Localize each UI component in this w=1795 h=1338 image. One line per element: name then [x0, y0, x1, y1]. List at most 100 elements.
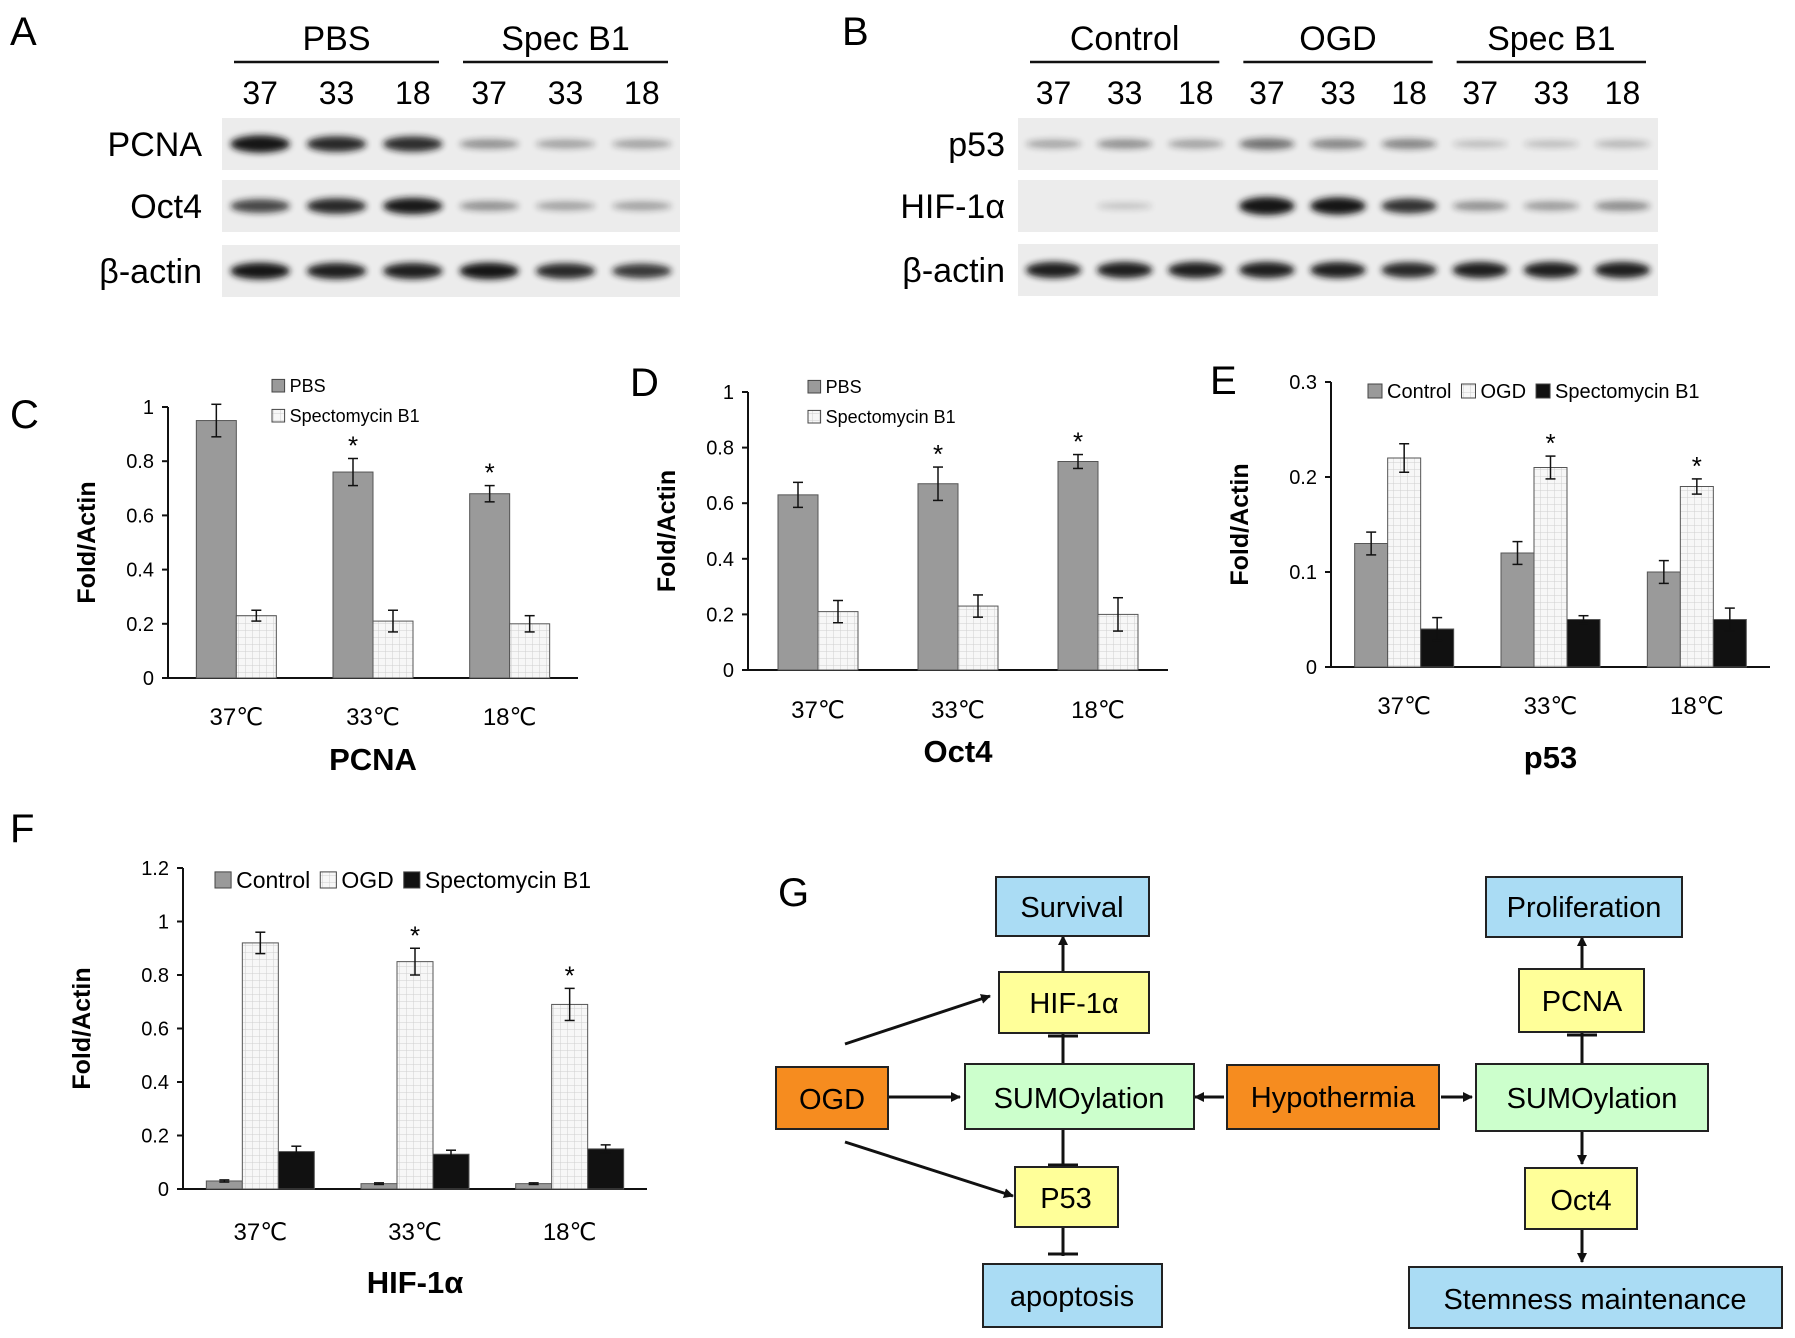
- blot-band: [230, 262, 290, 280]
- node-sumo-left-label: SUMOylation: [994, 1083, 1165, 1115]
- node-pcna-label: PCNA: [1542, 986, 1623, 1018]
- y-tick-label: 0.8: [706, 438, 734, 460]
- blot-lane-label: 37: [1249, 75, 1285, 111]
- y-tick-label: 1: [723, 382, 734, 404]
- y-tick-label: 0.2: [1289, 467, 1317, 489]
- node-hypothermia: Hypothermia: [1226, 1064, 1440, 1130]
- y-tick-label: 1.2: [141, 858, 169, 880]
- node-oct4-box: [1524, 1167, 1638, 1230]
- chart-title: p53: [1524, 740, 1577, 775]
- chart-title: Oct4: [924, 734, 994, 769]
- bar: [241, 942, 279, 1190]
- node-proliferation-label: Proliferation: [1507, 892, 1662, 924]
- blot-row-label: β-actin: [902, 252, 1005, 290]
- y-axis-label: Fold/Actin: [73, 481, 101, 603]
- legend-label: Control: [236, 867, 310, 893]
- blot-lane-label: 33: [1320, 75, 1356, 111]
- blot-band: [1310, 138, 1366, 150]
- blot-band: [1594, 261, 1651, 279]
- blot-band: [612, 201, 672, 211]
- node-oct4-label: Oct4: [1550, 1185, 1611, 1217]
- blot-group-label: OGD: [1299, 20, 1376, 58]
- y-tick-label: 0.1: [1289, 562, 1317, 584]
- panel-g-letter: G: [778, 871, 809, 915]
- node-stemness-label: Stemness maintenance: [1443, 1284, 1746, 1316]
- blot-band: [1310, 261, 1366, 279]
- blot-band: [1594, 201, 1651, 211]
- y-tick-label: 0.6: [141, 1019, 169, 1041]
- blot-band: [1096, 139, 1153, 149]
- bar: [469, 493, 511, 679]
- blot-row-label: Oct4: [130, 188, 202, 226]
- node-survival: Survival: [995, 876, 1150, 937]
- blot-lane-label: 37: [471, 75, 507, 111]
- blot-row-label: p53: [948, 126, 1005, 164]
- legend-swatch: [1460, 383, 1476, 399]
- bar: [277, 1151, 315, 1190]
- panel-c-letter: C: [10, 393, 39, 437]
- legend-swatch: [319, 871, 337, 889]
- bar: [1057, 461, 1099, 671]
- x-category-label: 18℃: [1670, 693, 1724, 720]
- node-apoptosis-box: [982, 1263, 1163, 1328]
- blot-band: [459, 201, 519, 211]
- y-tick-label: 0.2: [126, 614, 154, 636]
- y-tick-label: 0.3: [1289, 372, 1317, 394]
- node-hypothermia-label: Hypothermia: [1251, 1082, 1416, 1114]
- legend-swatch: [271, 408, 286, 423]
- blot-band: [1025, 261, 1082, 279]
- blot-group-label: Spec B1: [1487, 20, 1616, 58]
- y-tick-label: 0.6: [126, 505, 154, 527]
- legend-label: OGD: [1480, 381, 1526, 403]
- blot-membrane-strip: [222, 245, 680, 297]
- y-axis-label: Fold/Actin: [1226, 463, 1254, 585]
- node-apoptosis-label: apoptosis: [1010, 1281, 1134, 1313]
- panel-d-chart: D 0 0.2 0.4 0.6 0.8 1 Fold/Actin 37℃ * 33℃ * 18℃ Oct…: [630, 361, 1168, 769]
- x-category-label: 37℃: [234, 1219, 288, 1246]
- y-tick-label: 0.6: [706, 493, 734, 515]
- panel-e-chart: E 0 0.1 0.2 0.3 Fold/Actin 37℃ * 33℃ * 18℃ p53 Cont…: [1210, 359, 1770, 775]
- node-pcna-box: [1518, 968, 1645, 1033]
- arrow-ogd-to-hif: [844, 994, 991, 1046]
- blot-band: [1523, 140, 1580, 148]
- significance-asterisk: *: [348, 430, 358, 460]
- x-category-label: 18℃: [543, 1219, 597, 1246]
- bar: [1354, 543, 1389, 668]
- legend-label: Spectomycin B1: [290, 406, 420, 426]
- node-hif-label: HIF-1α: [1029, 988, 1118, 1020]
- blot-band: [1523, 201, 1580, 211]
- blot-row-label: HIF-1α: [900, 188, 1005, 226]
- node-hypothermia-box: [1226, 1064, 1440, 1130]
- node-sumo-right: SUMOylation: [1475, 1063, 1709, 1132]
- blot-band: [459, 262, 519, 280]
- blot-band: [612, 139, 672, 149]
- blot-band: [383, 197, 443, 215]
- node-sumo-right-label: SUMOylation: [1507, 1083, 1678, 1115]
- x-category-label: 18℃: [1071, 697, 1125, 724]
- legend-swatch: [1535, 383, 1551, 399]
- node-stemness-box: [1408, 1266, 1783, 1329]
- y-tick-label: 0: [143, 668, 154, 690]
- node-ogd: OGD: [775, 1066, 889, 1130]
- y-tick-label: 1: [143, 397, 154, 419]
- y-tick-label: 0.4: [706, 549, 734, 571]
- panel-a-western-blot: A PBS 37 33 18 Spec B1 37 33 18 PCNA Oct4 β-actin: [10, 10, 680, 297]
- blot-a: PBS 37 33 18 Spec B1 37 33 18 PCNA Oct4 β-actin: [99, 20, 680, 297]
- bar: [195, 420, 237, 679]
- y-tick-label: 1: [158, 912, 169, 934]
- node-apoptosis: apoptosis: [982, 1263, 1163, 1328]
- blot-lane-label: 33: [1107, 75, 1143, 111]
- blot-band: [535, 263, 596, 279]
- panel-f-letter: F: [10, 807, 34, 851]
- blot-row-label: β-actin: [99, 253, 202, 291]
- legend-label: OGD: [341, 867, 393, 893]
- y-tick-label: 0.4: [126, 560, 154, 582]
- panel-a-letter: A: [10, 10, 37, 54]
- bar: [332, 471, 374, 679]
- x-category-label: 33℃: [346, 704, 400, 731]
- significance-asterisk: *: [410, 920, 420, 950]
- blot-band: [306, 262, 367, 280]
- blot-group-label: Control: [1070, 20, 1180, 58]
- blot-band: [535, 201, 596, 211]
- node-sumo-left-box: [964, 1063, 1195, 1130]
